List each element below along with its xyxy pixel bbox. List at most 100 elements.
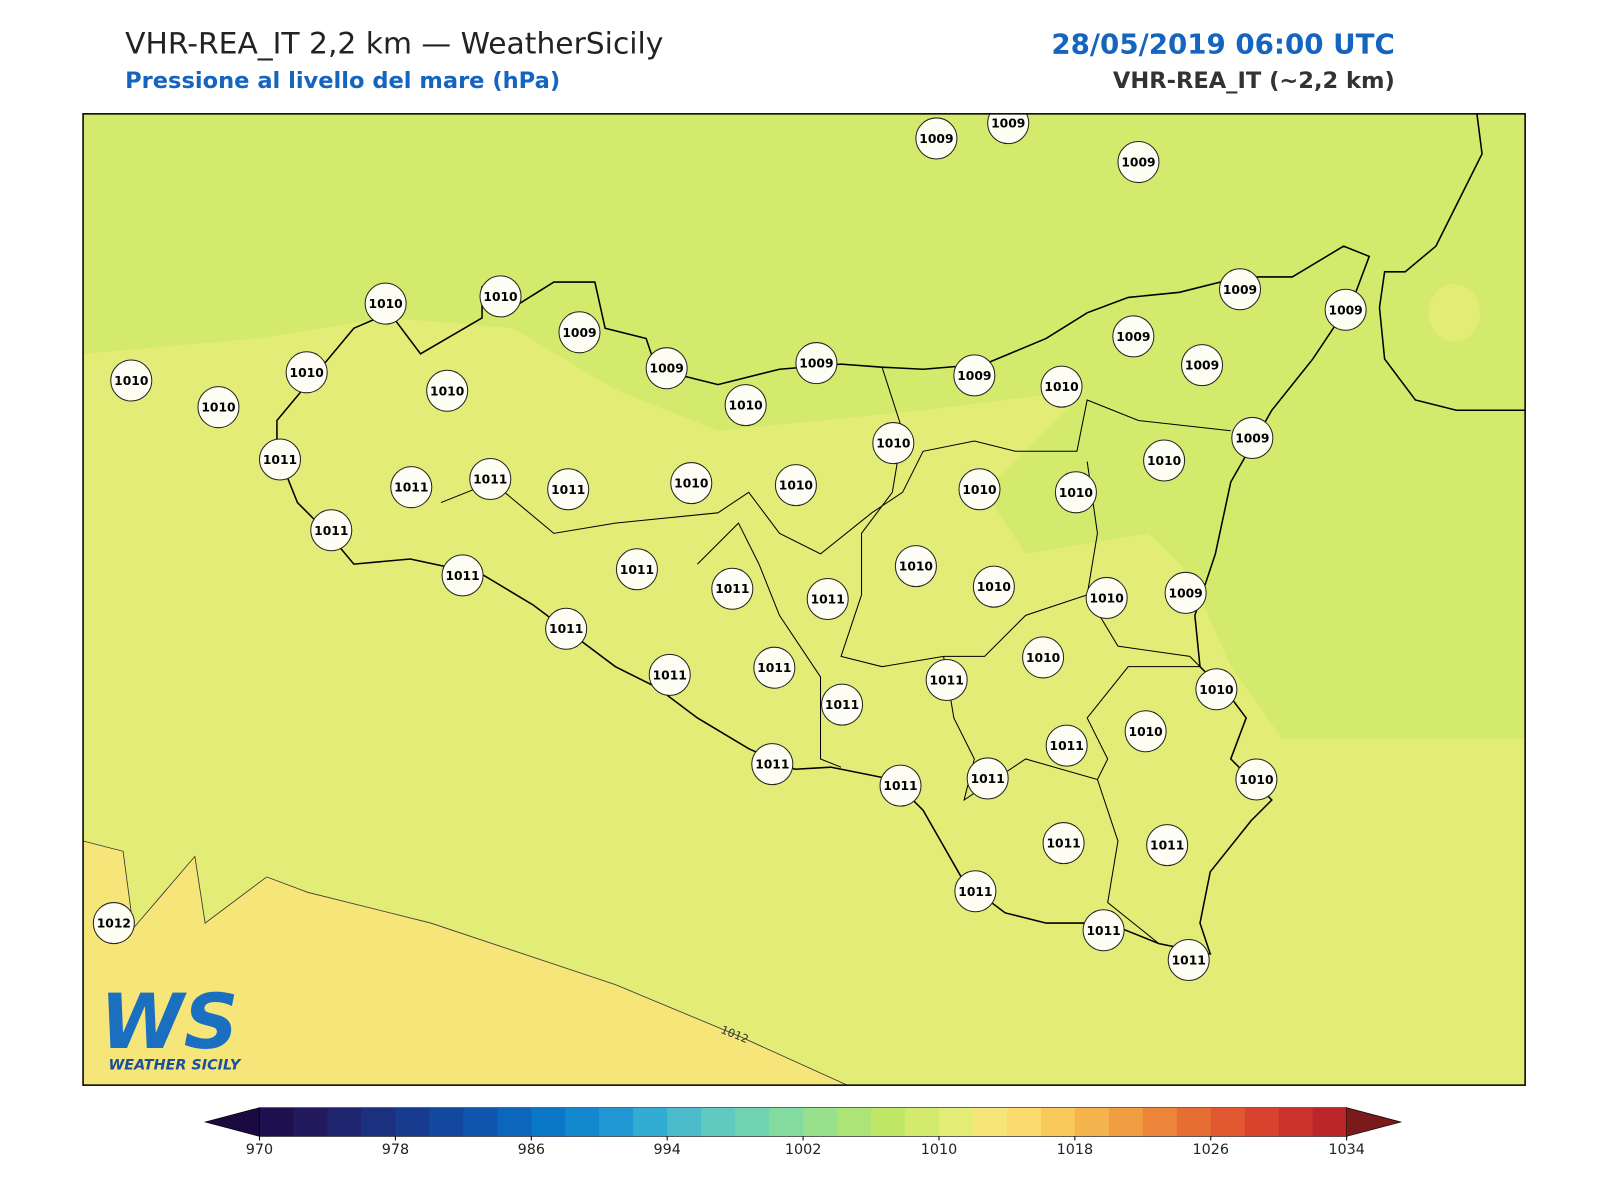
station-value: 1011 bbox=[1172, 954, 1206, 968]
station-value: 1009 bbox=[562, 326, 596, 340]
colorbar-segment bbox=[938, 1107, 974, 1137]
station-marker bbox=[1235, 758, 1278, 801]
station-value: 1009 bbox=[957, 369, 991, 383]
station-marker bbox=[1146, 824, 1189, 867]
station-marker bbox=[364, 282, 407, 325]
station-marker bbox=[645, 347, 688, 390]
station-marker bbox=[648, 653, 691, 696]
station-marker bbox=[915, 117, 958, 160]
colorbar-segment bbox=[1006, 1107, 1042, 1137]
station-value: 1010 bbox=[201, 401, 235, 415]
station-value: 1009 bbox=[1116, 330, 1150, 344]
station-value: 1011 bbox=[263, 453, 297, 467]
border bbox=[697, 522, 842, 768]
station-value: 1011 bbox=[755, 758, 789, 772]
colorbar-segment bbox=[871, 1107, 906, 1137]
subtitle: Pressione al livello del mare (hPa) bbox=[125, 68, 560, 94]
station-marker bbox=[1040, 365, 1083, 408]
border bbox=[1086, 594, 1202, 780]
colorbar-tick-label: 1010 bbox=[921, 1142, 958, 1158]
station-value: 1010 bbox=[1044, 380, 1078, 394]
station-value: 1010 bbox=[1239, 773, 1273, 787]
station-marker bbox=[1324, 288, 1367, 331]
station-marker bbox=[1181, 344, 1224, 387]
station-value: 1009 bbox=[991, 117, 1025, 131]
colorbar-extend-low bbox=[203, 1107, 260, 1137]
stations: 1009 1009 1009 1010 1010 1009 1009 1009 1009 1009… bbox=[92, 113, 1367, 982]
station-value: 1010 bbox=[483, 290, 517, 304]
station-value: 1010 bbox=[1129, 725, 1163, 739]
border bbox=[440, 399, 1231, 555]
station-value: 1010 bbox=[674, 477, 708, 491]
station-value: 1011 bbox=[958, 885, 992, 899]
colorbar-tick-label: 1002 bbox=[785, 1142, 822, 1158]
station-marker bbox=[953, 354, 996, 397]
colorbar-tick-label: 970 bbox=[246, 1142, 273, 1158]
station-marker bbox=[197, 386, 240, 429]
logo-text: WEATHER SICILY bbox=[108, 1058, 241, 1074]
station-marker bbox=[1112, 315, 1155, 358]
colorbar-segment bbox=[1244, 1107, 1280, 1137]
station-marker bbox=[92, 902, 135, 945]
station-marker bbox=[1143, 439, 1186, 482]
station-value: 1010 bbox=[430, 384, 464, 398]
station-marker bbox=[795, 342, 838, 385]
station-marker bbox=[670, 462, 713, 505]
colorbar-segment bbox=[395, 1107, 430, 1137]
station-value: 1011 bbox=[971, 772, 1005, 786]
station-value: 1010 bbox=[899, 560, 933, 574]
station-value: 1009 bbox=[1169, 586, 1203, 600]
colorbar-tick-label: 1026 bbox=[1193, 1142, 1230, 1158]
station-value: 1011 bbox=[1086, 924, 1120, 938]
station-marker bbox=[894, 545, 937, 588]
station-value: 1010 bbox=[977, 580, 1011, 594]
station-marker bbox=[1054, 471, 1097, 514]
colorbar-tick-label: 986 bbox=[518, 1142, 545, 1158]
colorbar-segment bbox=[259, 1107, 294, 1137]
station-value: 1011 bbox=[883, 779, 917, 793]
station-value: 1010 bbox=[876, 437, 910, 451]
colorbar-segment bbox=[361, 1107, 396, 1137]
colorbar-segment bbox=[327, 1107, 362, 1137]
field bbox=[1428, 284, 1480, 342]
colorbar-segment bbox=[1210, 1107, 1246, 1137]
colorbar-segment bbox=[1278, 1107, 1314, 1137]
station-value: 1010 bbox=[1090, 591, 1124, 605]
colorbar: 970 978 986 994 1002 1010 1018 1026 1034 bbox=[203, 1107, 1403, 1158]
station-value: 1010 bbox=[779, 479, 813, 493]
colorbar-segment bbox=[497, 1107, 532, 1137]
colorbar-segment bbox=[599, 1107, 634, 1137]
coastline bbox=[276, 245, 1371, 955]
station-value: 1009 bbox=[1223, 283, 1257, 297]
station-value: 1011 bbox=[549, 622, 583, 636]
colorbar-tick-label: 994 bbox=[653, 1142, 680, 1158]
station-marker bbox=[958, 468, 1001, 511]
station-marker bbox=[110, 359, 153, 402]
station-value: 1010 bbox=[369, 297, 403, 311]
station-marker bbox=[1022, 636, 1065, 679]
colorbar-segment bbox=[837, 1107, 872, 1137]
border bbox=[943, 656, 1160, 944]
station-marker bbox=[258, 438, 302, 481]
station-marker bbox=[925, 658, 968, 702]
coastline bbox=[1378, 113, 1526, 412]
map-frame bbox=[82, 113, 1526, 1086]
colorbar-tick-label: 1018 bbox=[1057, 1142, 1094, 1158]
colorbar-segment bbox=[463, 1107, 498, 1137]
station-value: 1010 bbox=[114, 374, 148, 388]
station-value: 1011 bbox=[757, 661, 791, 675]
station-marker bbox=[426, 369, 469, 412]
colorbar-segment bbox=[1142, 1107, 1178, 1137]
station-value: 1011 bbox=[825, 698, 859, 712]
station-marker bbox=[441, 554, 484, 597]
station-marker bbox=[558, 311, 601, 354]
station-value: 1012 bbox=[97, 917, 131, 931]
station-marker bbox=[1042, 822, 1085, 865]
station-marker bbox=[1167, 938, 1210, 982]
station-marker bbox=[753, 646, 796, 689]
station-value: 1011 bbox=[930, 674, 964, 688]
colorbar-segment bbox=[701, 1107, 736, 1137]
station-value: 1011 bbox=[314, 524, 348, 538]
station-value: 1010 bbox=[290, 366, 324, 380]
